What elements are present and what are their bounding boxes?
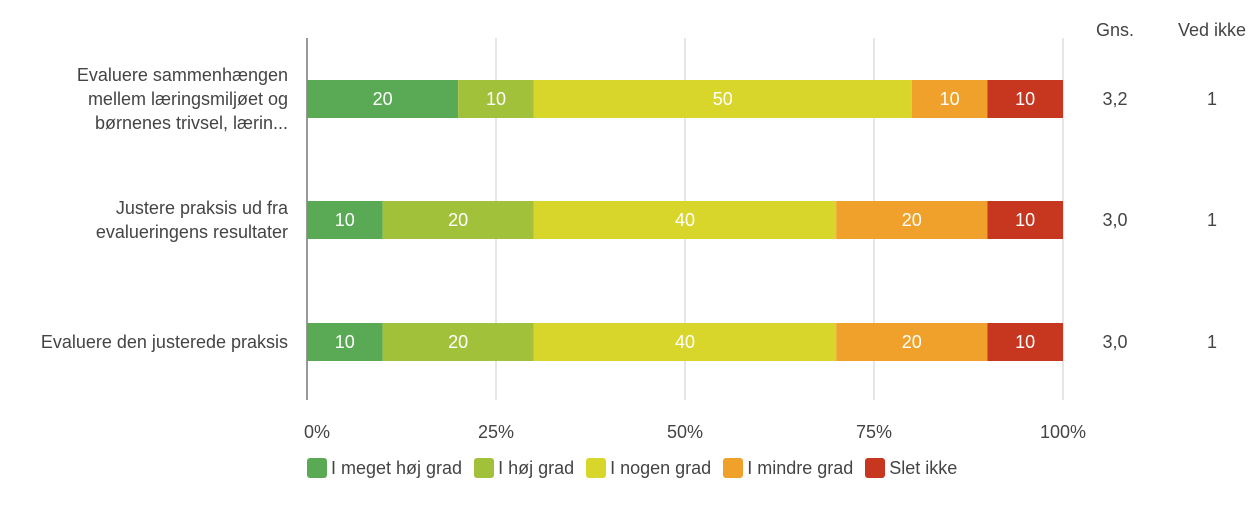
bar-segment: [382, 323, 534, 361]
bar-segment: [836, 323, 988, 361]
legend-label: I høj grad: [498, 457, 575, 478]
bar-segment: [307, 80, 459, 118]
legend-swatch: [865, 458, 886, 478]
data-label: 10: [335, 210, 355, 230]
bar-segment: [458, 80, 534, 118]
legend-swatch: [307, 458, 327, 478]
legend-item: I nogen grad: [586, 456, 711, 480]
data-label: 10: [1015, 332, 1035, 352]
column-value: 1: [1207, 332, 1218, 352]
bar-segment: [911, 80, 988, 118]
bar-segment: [533, 323, 837, 361]
legend-swatch: [586, 458, 607, 478]
x-tick-label: 100%: [1040, 422, 1087, 442]
data-label: 20: [902, 210, 922, 230]
bar-segment: [382, 201, 534, 239]
column-value: 3,2: [1102, 89, 1128, 109]
bar-segment: [307, 201, 383, 239]
data-label: 10: [335, 332, 355, 352]
legend-label: I mindre grad: [747, 457, 854, 478]
legend: I meget høj grad I høj grad I nogen grad I …: [307, 456, 1037, 480]
column-header: Ved ikke: [1178, 20, 1247, 40]
data-label: 20: [448, 332, 468, 352]
data-label: 50: [713, 89, 733, 109]
legend-item: I høj grad: [474, 456, 574, 480]
category-label: Evaluere den justerede praksis: [40, 332, 288, 352]
data-label: 10: [1015, 89, 1035, 109]
column-value: 1: [1207, 89, 1218, 109]
bar-segment: [533, 80, 912, 118]
column-value: 1: [1207, 210, 1218, 230]
category-label: Justere praksis ud fra evalueringens res…: [95, 198, 288, 242]
data-label: 10: [1015, 210, 1035, 230]
data-label: 20: [373, 89, 393, 109]
column-header: Gns.: [1096, 20, 1135, 40]
legend-label: I meget høj grad: [331, 457, 463, 478]
x-tick-label: 50%: [667, 422, 704, 442]
legend-item: Slet ikke: [865, 456, 957, 480]
data-label: 20: [448, 210, 468, 230]
data-label: 40: [675, 210, 695, 230]
legend-item: I mindre grad: [723, 456, 853, 480]
bar-segment: [836, 201, 988, 239]
column-value: 3,0: [1102, 332, 1128, 352]
legend-swatch: [723, 458, 744, 478]
data-label: 10: [940, 89, 960, 109]
legend-label: Slet ikke: [889, 457, 958, 478]
x-tick-label: 0%: [304, 422, 331, 442]
data-label: 20: [902, 332, 922, 352]
legend-label: I nogen grad: [610, 457, 712, 478]
data-label: 40: [675, 332, 695, 352]
x-tick-label: 25%: [478, 422, 515, 442]
bar-segment: [987, 201, 1063, 239]
bar-segment: [533, 201, 837, 239]
legend-item: I meget høj grad: [307, 456, 462, 480]
category-label: Evaluere sammenhængen mellem læringsmilj…: [76, 65, 288, 133]
bar-segment: [987, 323, 1063, 361]
data-label: 10: [486, 89, 506, 109]
bar-segment: [307, 323, 383, 361]
x-tick-label: 75%: [856, 422, 893, 442]
column-value: 3,0: [1102, 210, 1128, 230]
bar-segment: [987, 80, 1063, 118]
legend-swatch: [474, 458, 495, 478]
